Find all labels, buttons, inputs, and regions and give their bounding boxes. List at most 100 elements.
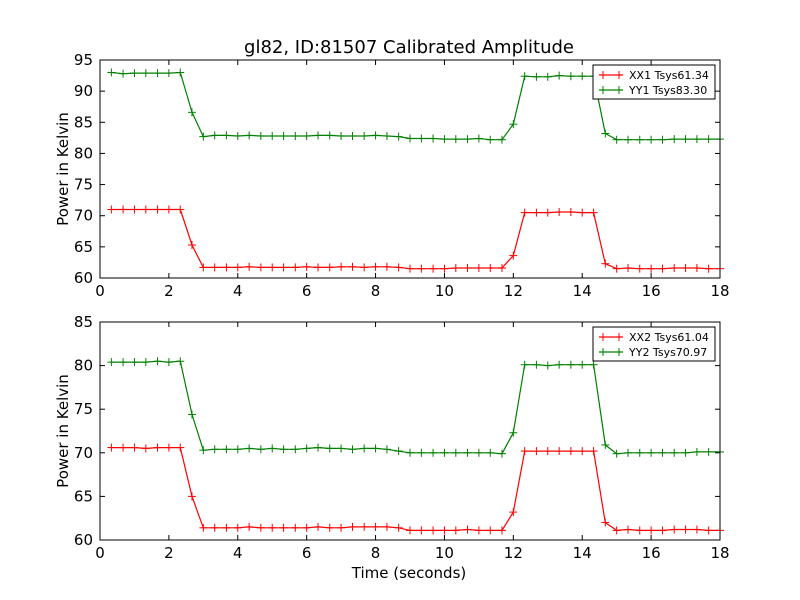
data-point <box>463 135 472 144</box>
data-point <box>199 523 208 532</box>
data-point <box>233 263 242 272</box>
y-tick-label: 60 <box>74 269 93 287</box>
data-point <box>509 428 518 437</box>
data-point <box>302 262 311 271</box>
data-point <box>302 523 311 532</box>
data-point <box>658 264 667 273</box>
data-point <box>509 508 518 517</box>
data-point <box>566 360 575 369</box>
legend-box <box>592 64 716 100</box>
data-point <box>670 135 679 144</box>
y-tick-label: 95 <box>74 51 93 69</box>
data-point <box>382 131 391 140</box>
x-tick-label: 18 <box>710 282 729 300</box>
data-point <box>532 360 541 369</box>
data-point <box>486 264 495 273</box>
data-point <box>601 518 610 527</box>
data-point <box>268 263 277 272</box>
data-point <box>164 69 173 78</box>
data-point <box>406 526 414 535</box>
data-point <box>141 69 150 78</box>
data-point <box>279 445 288 454</box>
data-point <box>245 262 254 271</box>
data-point <box>256 131 265 140</box>
data-point <box>382 262 391 271</box>
legend-label: YY2 Tsys70.97 <box>628 346 707 359</box>
data-point <box>337 262 346 271</box>
data-point <box>509 251 518 260</box>
data-point <box>543 361 552 370</box>
data-point <box>543 447 552 456</box>
data-point <box>141 205 150 214</box>
data-point <box>187 108 196 117</box>
data-point <box>624 264 633 273</box>
y-tick-label: 60 <box>74 531 93 549</box>
y-axis-label: Power in Kelvin <box>54 374 72 488</box>
y-tick-label: 70 <box>74 207 93 225</box>
data-point <box>578 447 587 456</box>
data-point <box>119 69 128 78</box>
data-point <box>153 69 162 78</box>
data-point <box>130 443 139 452</box>
x-tick-label: 6 <box>302 544 312 562</box>
data-point <box>199 263 208 272</box>
y-tick-label: 85 <box>74 113 93 131</box>
legend: XX1 Tsys61.34 YY1 Tsys83.30 <box>592 64 716 100</box>
data-point <box>555 360 564 369</box>
data-point <box>256 445 265 454</box>
data-point <box>382 522 391 531</box>
data-point <box>474 264 483 273</box>
data-point <box>325 444 334 453</box>
data-point <box>348 445 357 454</box>
x-tick-label: 4 <box>233 544 243 562</box>
y-tick-label: 65 <box>74 487 93 505</box>
data-point <box>612 135 621 144</box>
data-point <box>210 523 219 532</box>
data-point <box>451 264 460 273</box>
data-point <box>578 72 587 81</box>
data-point <box>635 135 644 144</box>
data-point <box>440 526 449 535</box>
data-point <box>497 526 506 535</box>
legend-label: YY1 Tsys83.30 <box>628 84 707 97</box>
data-point <box>486 135 495 144</box>
data-point <box>589 208 598 217</box>
data-point <box>360 444 369 453</box>
data-point <box>302 444 311 453</box>
data-point <box>314 522 323 531</box>
data-point <box>601 440 610 449</box>
data-point <box>348 131 357 140</box>
data-point <box>222 263 231 272</box>
data-point <box>233 445 242 454</box>
data-point <box>360 522 369 531</box>
data-point <box>692 525 701 534</box>
data-point <box>704 447 713 456</box>
data-point <box>279 263 288 272</box>
data-point <box>107 205 116 214</box>
data-point <box>176 443 185 452</box>
x-tick-label: 8 <box>371 544 381 562</box>
data-point <box>268 131 277 140</box>
data-point <box>566 72 575 81</box>
data-point <box>601 259 610 268</box>
data-point <box>360 263 369 272</box>
data-point <box>222 131 231 140</box>
data-point <box>394 523 403 532</box>
data-point <box>658 526 667 535</box>
data-point <box>440 135 449 144</box>
y-axis-label: Power in Kelvin <box>54 112 72 226</box>
data-point <box>164 358 173 367</box>
data-point <box>314 263 323 272</box>
data-point <box>199 132 208 141</box>
data-point <box>176 205 185 214</box>
data-point <box>451 135 460 144</box>
y-tick-label: 75 <box>74 400 93 418</box>
data-point <box>141 358 150 367</box>
data-point <box>337 444 346 453</box>
data-point <box>187 240 196 249</box>
data-point <box>692 135 701 144</box>
data-point <box>199 446 208 455</box>
x-tick-label: 16 <box>642 282 661 300</box>
x-tick-label: 12 <box>504 282 523 300</box>
data-point <box>635 526 644 535</box>
